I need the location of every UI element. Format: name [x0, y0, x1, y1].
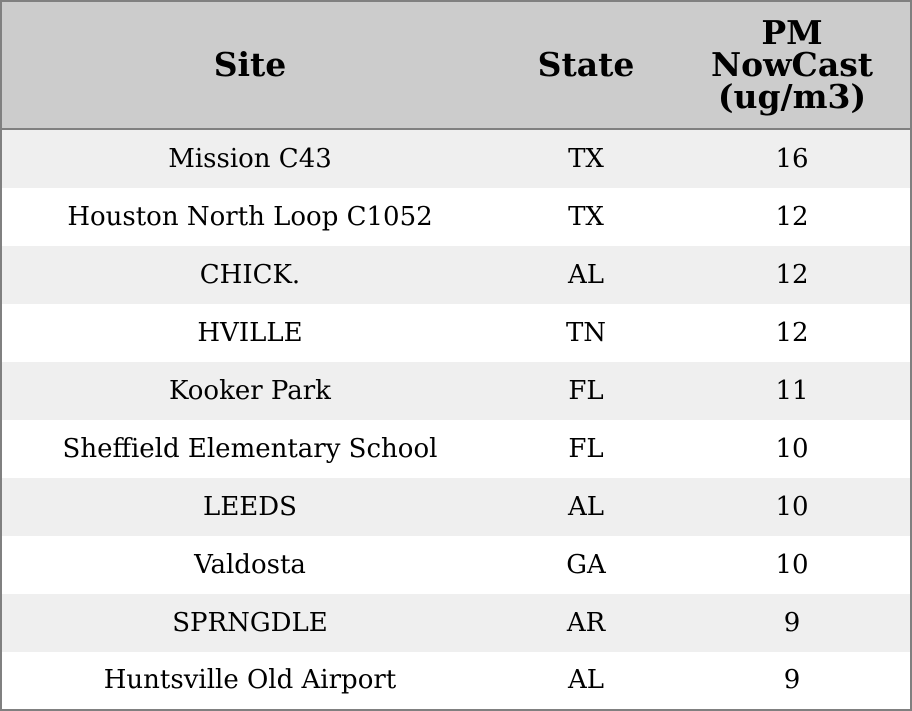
cell-state: AL: [498, 478, 674, 536]
cell-site: LEEDS: [2, 478, 498, 536]
cell-pm-nowcast: 11: [674, 362, 910, 420]
column-header-state: State: [498, 2, 674, 130]
table-header: Site State PM NowCast (ug/m3): [2, 2, 910, 130]
cell-pm-nowcast: 9: [674, 594, 910, 652]
header-row: Site State PM NowCast (ug/m3): [2, 2, 910, 130]
table-row: CHICK. AL 12: [2, 246, 910, 304]
table-row: Kooker Park FL 11: [2, 362, 910, 420]
cell-pm-nowcast: 12: [674, 246, 910, 304]
cell-site: Sheffield Elementary School: [2, 420, 498, 478]
cell-site: Houston North Loop C1052: [2, 188, 498, 246]
cell-state: GA: [498, 536, 674, 594]
cell-pm-nowcast: 16: [674, 129, 910, 188]
table-row: Valdosta GA 10: [2, 536, 910, 594]
cell-site: Valdosta: [2, 536, 498, 594]
cell-state: AL: [498, 652, 674, 708]
cell-state: FL: [498, 420, 674, 478]
cell-site: HVILLE: [2, 304, 498, 362]
cell-site: Mission C43: [2, 129, 498, 188]
cell-pm-nowcast: 10: [674, 478, 910, 536]
cell-pm-nowcast: 10: [674, 536, 910, 594]
table-body: Mission C43 TX 16 Houston North Loop C1052 T…: [2, 129, 910, 708]
cell-site: SPRNGDLE: [2, 594, 498, 652]
cell-pm-nowcast: 9: [674, 652, 910, 708]
cell-state: AR: [498, 594, 674, 652]
cell-state: AL: [498, 246, 674, 304]
table-row: LEEDS AL 10: [2, 478, 910, 536]
table-row: HVILLE TN 12: [2, 304, 910, 362]
column-header-site: Site: [2, 2, 498, 130]
cell-state: FL: [498, 362, 674, 420]
column-header-pm-nowcast: PM NowCast (ug/m3): [674, 2, 910, 130]
cell-pm-nowcast: 12: [674, 304, 910, 362]
cell-state: TX: [498, 188, 674, 246]
table-row: Huntsville Old Airport AL 9: [2, 652, 910, 708]
table-row: Houston North Loop C1052 TX 12: [2, 188, 910, 246]
cell-pm-nowcast: 10: [674, 420, 910, 478]
cell-state: TN: [498, 304, 674, 362]
cell-state: TX: [498, 129, 674, 188]
table-row: SPRNGDLE AR 9: [2, 594, 910, 652]
table-row: Sheffield Elementary School FL 10: [2, 420, 910, 478]
cell-site: CHICK.: [2, 246, 498, 304]
table-row: Mission C43 TX 16: [2, 129, 910, 188]
cell-site: Kooker Park: [2, 362, 498, 420]
cell-pm-nowcast: 12: [674, 188, 910, 246]
cell-site: Huntsville Old Airport: [2, 652, 498, 708]
